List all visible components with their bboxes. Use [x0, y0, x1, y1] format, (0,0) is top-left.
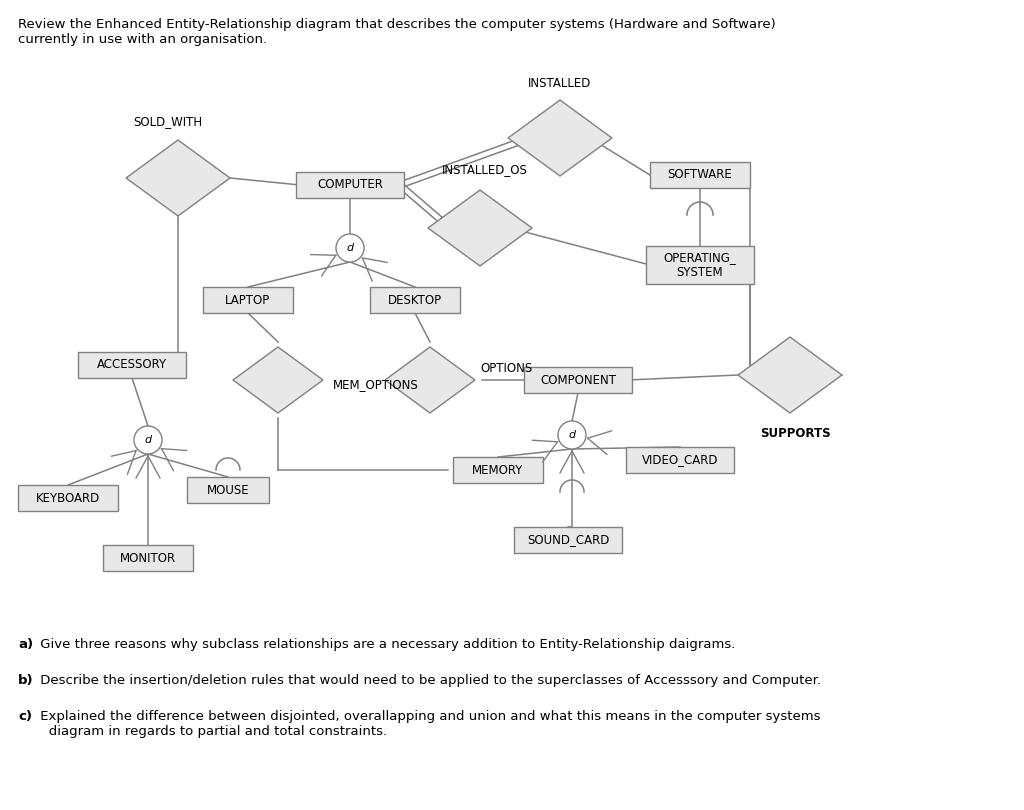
Text: a): a)	[18, 638, 33, 651]
Text: SUPPORTS: SUPPORTS	[760, 427, 830, 440]
Text: d: d	[144, 435, 152, 445]
Circle shape	[558, 421, 586, 449]
Text: MEMORY: MEMORY	[472, 463, 523, 476]
Text: INSTALLED: INSTALLED	[528, 77, 592, 90]
FancyBboxPatch shape	[18, 485, 118, 511]
Text: COMPUTER: COMPUTER	[317, 178, 383, 191]
Text: Review the Enhanced Entity-Relationship diagram that describes the computer syst: Review the Enhanced Entity-Relationship …	[18, 18, 776, 46]
Text: Describe the insertion/deletion rules that would need to be applied to the super: Describe the insertion/deletion rules th…	[36, 674, 821, 687]
Polygon shape	[233, 347, 323, 413]
Text: SOUND_CARD: SOUND_CARD	[526, 534, 609, 547]
Text: ACCESSORY: ACCESSORY	[97, 359, 167, 372]
FancyBboxPatch shape	[646, 246, 754, 284]
FancyBboxPatch shape	[626, 447, 734, 473]
Text: COMPONENT: COMPONENT	[540, 373, 616, 386]
Circle shape	[336, 234, 364, 262]
Text: SOFTWARE: SOFTWARE	[668, 168, 732, 181]
Text: SOLD_WITH: SOLD_WITH	[133, 115, 203, 128]
Text: Explained the difference between disjointed, overallapping and union and what th: Explained the difference between disjoin…	[36, 710, 820, 738]
Text: DESKTOP: DESKTOP	[388, 293, 442, 306]
FancyBboxPatch shape	[203, 287, 293, 313]
Text: OPERATING_
SYSTEM: OPERATING_ SYSTEM	[664, 251, 736, 279]
Text: c): c)	[18, 710, 32, 723]
FancyBboxPatch shape	[103, 545, 193, 571]
Text: KEYBOARD: KEYBOARD	[36, 492, 100, 505]
FancyBboxPatch shape	[78, 352, 186, 378]
Text: b): b)	[18, 674, 34, 687]
Text: INSTALLED_OS: INSTALLED_OS	[442, 163, 528, 176]
Polygon shape	[738, 337, 842, 413]
Polygon shape	[385, 347, 475, 413]
Circle shape	[134, 426, 162, 454]
Polygon shape	[508, 100, 612, 176]
FancyBboxPatch shape	[187, 477, 269, 503]
Polygon shape	[126, 140, 230, 216]
FancyBboxPatch shape	[370, 287, 460, 313]
Text: MONITOR: MONITOR	[120, 552, 176, 565]
FancyBboxPatch shape	[296, 172, 404, 198]
Text: MOUSE: MOUSE	[207, 484, 249, 497]
FancyBboxPatch shape	[524, 367, 632, 393]
Text: MEM_OPTIONS: MEM_OPTIONS	[333, 378, 419, 391]
Text: d: d	[346, 243, 353, 253]
Text: VIDEO_CARD: VIDEO_CARD	[642, 454, 718, 467]
Text: Give three reasons why subclass relationships are a necessary addition to Entity: Give three reasons why subclass relation…	[36, 638, 735, 651]
Text: OPTIONS: OPTIONS	[480, 361, 532, 374]
Polygon shape	[428, 190, 532, 266]
FancyBboxPatch shape	[453, 457, 543, 483]
Text: d: d	[568, 430, 575, 440]
Text: LAPTOP: LAPTOP	[225, 293, 270, 306]
FancyBboxPatch shape	[650, 162, 750, 188]
FancyBboxPatch shape	[514, 527, 622, 553]
